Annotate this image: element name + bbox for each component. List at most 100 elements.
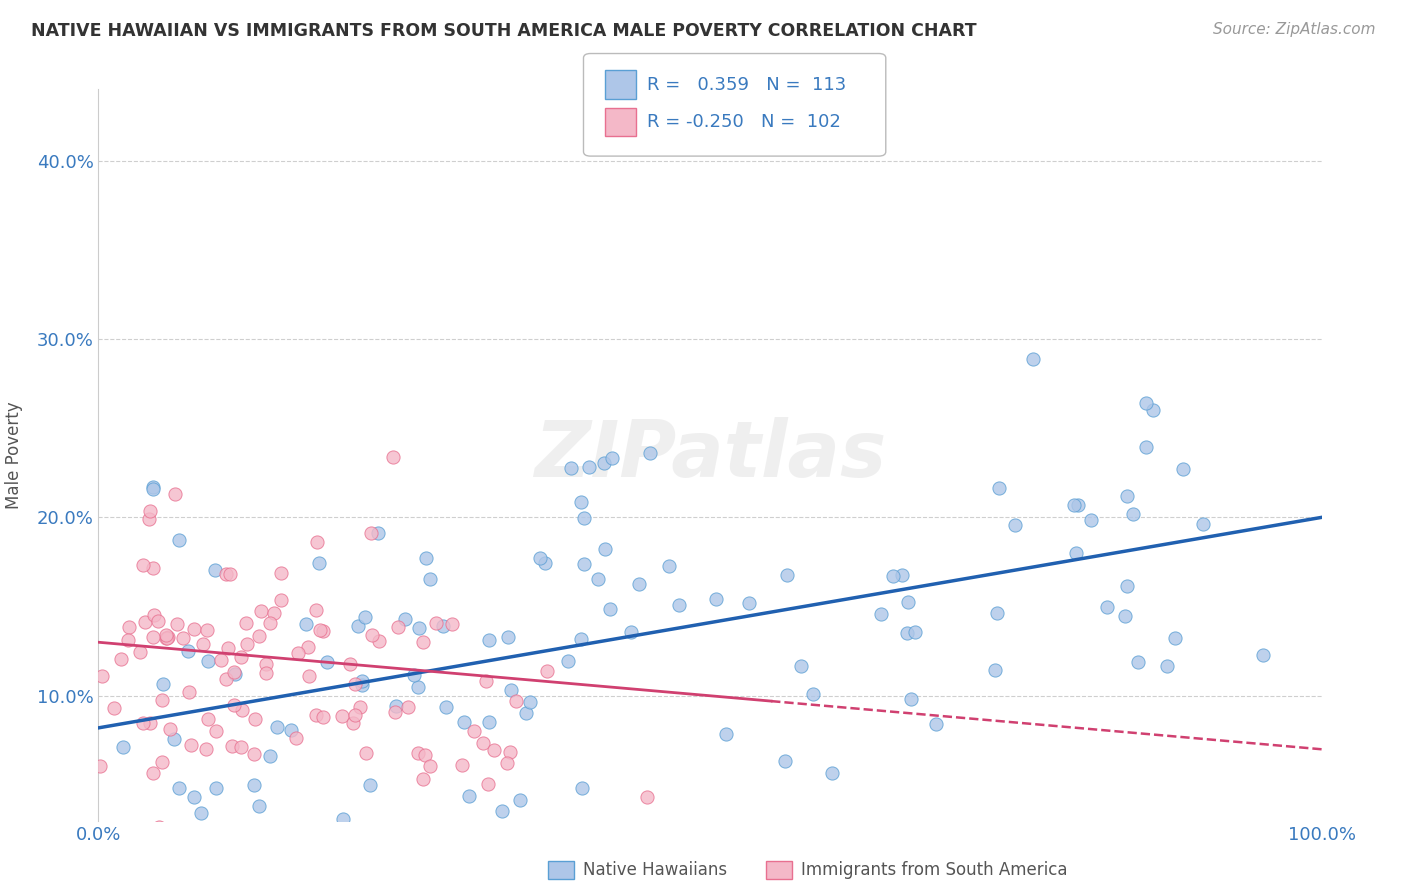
Point bbox=[142, 765, 165, 780]
Point bbox=[193, 637, 215, 651]
Point bbox=[270, 566, 292, 580]
Point bbox=[342, 716, 364, 731]
Point bbox=[434, 700, 457, 714]
Point bbox=[195, 623, 218, 637]
Point bbox=[217, 641, 239, 656]
Point bbox=[640, 445, 662, 459]
Point bbox=[259, 616, 281, 631]
Point bbox=[501, 682, 523, 697]
Point bbox=[536, 664, 558, 678]
Point bbox=[315, 655, 337, 669]
Point bbox=[155, 631, 177, 645]
Point bbox=[790, 658, 813, 673]
Point bbox=[415, 550, 437, 565]
Point bbox=[1173, 462, 1195, 476]
Point bbox=[1095, 600, 1118, 615]
Point bbox=[569, 494, 592, 508]
Point bbox=[1251, 648, 1274, 663]
Point bbox=[482, 743, 505, 757]
Point bbox=[247, 799, 270, 814]
Point bbox=[900, 691, 922, 706]
Point bbox=[636, 789, 658, 804]
Point bbox=[620, 625, 643, 640]
Point bbox=[339, 657, 361, 671]
Point bbox=[891, 567, 914, 582]
Point bbox=[254, 665, 277, 680]
Point bbox=[156, 862, 179, 876]
Point bbox=[142, 631, 165, 645]
Text: Native Hawaiians: Native Hawaiians bbox=[583, 861, 728, 879]
Point bbox=[172, 632, 194, 646]
Point bbox=[578, 460, 600, 475]
Point bbox=[499, 745, 522, 759]
Point bbox=[132, 716, 155, 731]
Point bbox=[235, 615, 257, 630]
Point bbox=[138, 512, 160, 526]
Point bbox=[284, 731, 307, 746]
Point bbox=[385, 698, 408, 713]
Point bbox=[801, 687, 824, 701]
Point bbox=[515, 706, 537, 721]
Point bbox=[167, 780, 190, 795]
Text: NATIVE HAWAIIAN VS IMMIGRANTS FROM SOUTH AMERICA MALE POVERTY CORRELATION CHART: NATIVE HAWAIIAN VS IMMIGRANTS FROM SOUTH… bbox=[31, 22, 977, 40]
Point bbox=[236, 637, 259, 651]
Point bbox=[569, 632, 592, 646]
Text: ZIPatlas: ZIPatlas bbox=[534, 417, 886, 493]
Point bbox=[183, 790, 205, 805]
Point bbox=[793, 877, 815, 891]
Point bbox=[360, 526, 382, 541]
Point bbox=[1128, 655, 1150, 669]
Point bbox=[491, 805, 513, 819]
Point bbox=[593, 542, 616, 557]
Y-axis label: Male Poverty: Male Poverty bbox=[4, 401, 22, 508]
Point bbox=[183, 622, 205, 636]
Point bbox=[496, 630, 519, 644]
Point bbox=[177, 644, 200, 658]
Point bbox=[870, 607, 893, 621]
Point bbox=[195, 742, 218, 756]
Point bbox=[658, 559, 681, 574]
Point bbox=[209, 653, 232, 667]
Point bbox=[295, 616, 318, 631]
Point bbox=[138, 503, 160, 517]
Point bbox=[150, 756, 173, 770]
Point bbox=[152, 677, 174, 691]
Point bbox=[204, 563, 226, 577]
Point bbox=[129, 645, 152, 659]
Point bbox=[668, 598, 690, 612]
Point bbox=[451, 758, 474, 772]
Point bbox=[986, 607, 1008, 621]
Point bbox=[1067, 498, 1090, 512]
Point bbox=[249, 604, 271, 618]
Point bbox=[221, 739, 243, 753]
Point bbox=[408, 621, 430, 635]
Point bbox=[90, 669, 112, 683]
Point bbox=[224, 667, 246, 681]
Point bbox=[103, 701, 125, 715]
Point bbox=[600, 450, 623, 465]
Point bbox=[714, 727, 737, 741]
Point bbox=[406, 746, 429, 760]
Text: Source: ZipAtlas.com: Source: ZipAtlas.com bbox=[1212, 22, 1375, 37]
Point bbox=[1004, 518, 1026, 533]
Point bbox=[477, 777, 499, 791]
Point bbox=[159, 722, 181, 736]
Point bbox=[478, 715, 501, 730]
Point bbox=[197, 654, 219, 668]
Point bbox=[167, 533, 190, 547]
Point bbox=[222, 698, 245, 713]
Point bbox=[193, 832, 215, 847]
Point bbox=[509, 793, 531, 807]
Point bbox=[419, 572, 441, 586]
Point bbox=[142, 561, 165, 575]
Point bbox=[177, 684, 200, 698]
Point bbox=[190, 805, 212, 820]
Point bbox=[166, 616, 188, 631]
Point bbox=[361, 628, 384, 642]
Point bbox=[1022, 351, 1045, 366]
Point bbox=[350, 678, 373, 692]
Point bbox=[218, 566, 240, 581]
Point bbox=[155, 631, 177, 645]
Point bbox=[155, 628, 177, 642]
Point bbox=[280, 723, 302, 737]
